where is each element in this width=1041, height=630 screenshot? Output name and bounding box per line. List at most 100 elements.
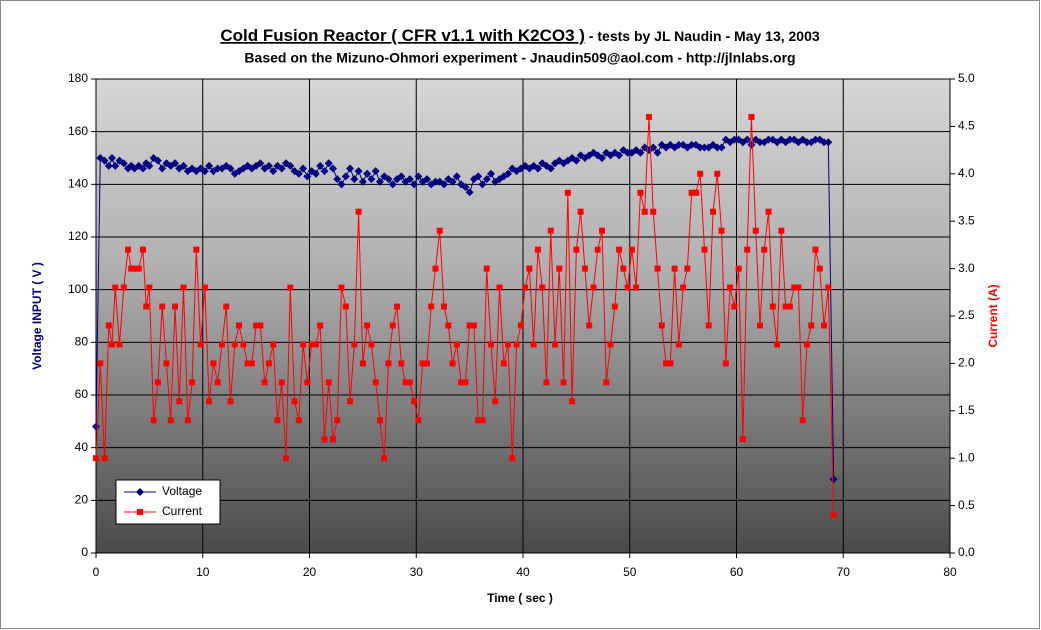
- marker: [808, 322, 815, 329]
- marker: [500, 360, 507, 367]
- marker: [449, 360, 456, 367]
- marker: [705, 322, 712, 329]
- marker: [180, 284, 187, 291]
- marker: [816, 265, 823, 272]
- marker: [143, 303, 150, 310]
- subtitle: Based on the Mizuno-Ohmori experiment - …: [244, 50, 795, 66]
- marker: [112, 284, 119, 291]
- marker: [569, 398, 576, 405]
- marker: [265, 360, 272, 367]
- marker: [101, 455, 108, 462]
- marker: [342, 303, 349, 310]
- marker: [597, 154, 606, 162]
- marker: [803, 341, 810, 348]
- marker: [539, 284, 546, 291]
- marker: [653, 148, 662, 157]
- marker: [577, 208, 584, 215]
- marker: [533, 164, 542, 173]
- marker: [701, 246, 708, 253]
- marker: [825, 284, 832, 291]
- marker: [338, 284, 345, 291]
- marker: [367, 175, 376, 184]
- marker: [248, 360, 255, 367]
- marker: [452, 172, 461, 181]
- marker: [105, 322, 112, 329]
- marker: [432, 265, 439, 272]
- marker: [658, 322, 665, 329]
- marker: [139, 246, 146, 253]
- x-tick-label: 10: [196, 565, 210, 579]
- marker: [748, 113, 755, 120]
- marker: [812, 246, 819, 253]
- marker: [159, 303, 166, 310]
- y2-tick-label: 1.0: [958, 450, 975, 464]
- marker: [458, 379, 465, 386]
- marker: [752, 227, 759, 234]
- marker: [158, 164, 167, 173]
- marker: [731, 303, 738, 310]
- marker: [347, 398, 354, 405]
- y2-tick-label: 3.0: [958, 261, 975, 275]
- marker: [764, 135, 773, 144]
- marker: [717, 143, 726, 152]
- marker: [829, 475, 838, 484]
- y2-axis-label: Current (A): [986, 284, 1000, 347]
- marker: [213, 164, 222, 173]
- marker: [422, 175, 431, 184]
- y-tick-label: 120: [68, 229, 88, 243]
- y-axis-label: Voltage INPUT ( V ): [30, 262, 44, 370]
- marker: [811, 135, 820, 144]
- marker: [641, 208, 648, 215]
- marker: [278, 379, 285, 386]
- marker: [479, 417, 486, 424]
- marker: [474, 172, 483, 181]
- marker: [410, 180, 419, 189]
- marker: [303, 172, 312, 181]
- marker: [304, 379, 311, 386]
- marker: [710, 208, 717, 215]
- y-tick-label: 60: [75, 387, 89, 401]
- y-tick-label: 0: [81, 545, 88, 559]
- marker: [696, 143, 705, 152]
- legend-marker: [137, 509, 143, 515]
- marker: [120, 284, 127, 291]
- marker: [300, 341, 307, 348]
- marker: [277, 164, 286, 173]
- marker: [522, 284, 529, 291]
- marker: [329, 436, 336, 443]
- legend-marker: [136, 488, 144, 496]
- marker: [97, 360, 104, 367]
- marker: [791, 284, 798, 291]
- marker: [453, 341, 460, 348]
- y-tick-label: 40: [75, 440, 89, 454]
- marker: [786, 303, 793, 310]
- marker: [111, 161, 120, 170]
- marker: [358, 177, 367, 186]
- marker: [428, 303, 435, 310]
- marker: [321, 436, 328, 443]
- marker: [128, 265, 135, 272]
- marker: [782, 303, 789, 310]
- marker: [598, 227, 605, 234]
- marker: [505, 341, 512, 348]
- marker: [620, 265, 627, 272]
- marker: [795, 284, 802, 291]
- marker: [385, 360, 392, 367]
- marker: [406, 379, 413, 386]
- marker: [785, 135, 794, 144]
- x-tick-label: 20: [303, 565, 317, 579]
- marker: [131, 265, 138, 272]
- marker: [184, 417, 191, 424]
- y2-tick-label: 1.5: [958, 403, 975, 417]
- marker: [325, 379, 332, 386]
- marker: [756, 322, 763, 329]
- y-tick-label: 140: [68, 177, 88, 191]
- marker: [402, 379, 409, 386]
- title-main: Cold Fusion Reactor ( CFR v1.1 with K2CO…: [220, 26, 585, 45]
- marker: [295, 417, 302, 424]
- marker: [189, 379, 196, 386]
- marker: [534, 246, 541, 253]
- marker: [820, 138, 829, 147]
- marker: [286, 161, 295, 170]
- marker: [226, 164, 235, 173]
